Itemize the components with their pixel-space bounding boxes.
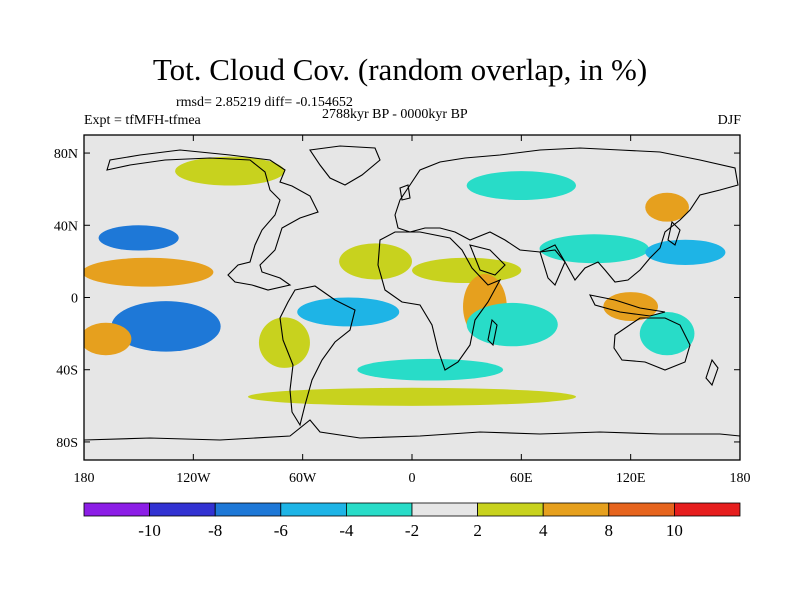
- anomaly-region-9: [466, 302, 558, 347]
- colorbar-swatch-8: [608, 502, 675, 517]
- colorbar-label-6: 4: [539, 521, 548, 540]
- anomaly-region-14: [639, 311, 695, 356]
- anomaly-region-13: [603, 292, 659, 321]
- colorbar-label-0: -10: [138, 521, 161, 540]
- x-tick-label-0: 180: [74, 471, 95, 486]
- coastline-north-america: [106, 149, 319, 291]
- anomaly-region-1: [111, 301, 221, 352]
- colorbar-label-3: -4: [339, 521, 354, 540]
- coastline-japan: [667, 220, 681, 246]
- anomaly-region-11: [645, 239, 726, 265]
- colorbar-swatch-2: [214, 502, 282, 517]
- coastline-madagascar: [487, 318, 498, 347]
- rmsd-diff-stats: rmsd= 2.85219 diff= -0.154652: [176, 95, 353, 110]
- x-tick-label-5: 120E: [616, 471, 646, 486]
- anomaly-region-7: [412, 257, 522, 284]
- colorbar-swatch-3: [280, 502, 347, 517]
- colorbar-swatch-5: [411, 502, 478, 517]
- coastlines: [84, 145, 740, 460]
- coastline-south-america: [279, 285, 356, 427]
- anomaly-region-12: [645, 192, 689, 222]
- colorbar-swatch-6: [477, 502, 544, 517]
- time-period-label: 2788kyr BP - 0000kyr BP: [322, 107, 468, 122]
- anomaly-region-18: [357, 358, 504, 381]
- season-label: DJF: [717, 113, 741, 128]
- x-tick-label-2: 60W: [289, 471, 317, 486]
- anomaly-region-15: [248, 387, 576, 406]
- x-tick-label-4: 60E: [510, 471, 533, 486]
- anomaly-region-17: [466, 171, 576, 200]
- x-tick-label-6: 180: [730, 471, 751, 486]
- anomaly-region-10: [539, 234, 649, 264]
- y-tick-label-1: 40N: [54, 219, 78, 234]
- coastline-eurasia: [394, 147, 739, 283]
- colorbar-swatch-0: [83, 502, 150, 517]
- anomaly-region-6: [339, 243, 412, 280]
- coastline-indonesia: [589, 294, 666, 317]
- colorbar-swatch-9: [674, 502, 741, 517]
- coastline-india: [539, 249, 566, 286]
- colorbar-swatch-7: [542, 502, 610, 517]
- colorbar-swatch-1: [149, 502, 216, 517]
- colorbar-label-1: -8: [208, 521, 222, 540]
- coastline-australia: [613, 317, 691, 371]
- coastline-greenland: [309, 145, 381, 186]
- anomaly-region-5: [297, 297, 400, 327]
- coastline-africa: [377, 231, 502, 371]
- y-tick-label-0: 80N: [54, 147, 78, 162]
- colorbar-label-7: 8: [605, 521, 614, 540]
- coastline-british-isles: [399, 184, 411, 201]
- colorbar: -10 -8 -6 -4 -2 2 4 8 10: [83, 502, 741, 540]
- axes: 180 120W 60W 0 60E 120E 180 80N 40N 0 40S 80S: [54, 135, 751, 486]
- colorbar-swatch-4: [345, 502, 413, 517]
- y-tick-label-2: 0: [71, 292, 78, 307]
- colorbar-label-2: -6: [274, 521, 288, 540]
- chart-title: Tot. Cloud Cov. (random overlap, in %): [152, 52, 648, 87]
- colorbar-label-4: -2: [405, 521, 419, 540]
- anomaly-region-2: [98, 225, 179, 251]
- x-tick-label-3: 0: [409, 471, 416, 486]
- coastline-arabia: [469, 244, 506, 276]
- anomaly-region-3: [84, 257, 214, 287]
- x-tick-label-1: 120W: [176, 471, 211, 486]
- colorbar-label-8: 10: [666, 521, 683, 540]
- colorbar-label-5: 2: [473, 521, 482, 540]
- experiment-label: Expt = tfMFH-tfmea: [84, 113, 201, 128]
- coastline-antarctica: [84, 419, 740, 460]
- coastline-new-zealand: [705, 358, 719, 387]
- anomaly-region-4: [84, 322, 132, 356]
- anomaly-region-16: [175, 156, 285, 186]
- y-tick-label-4: 80S: [56, 436, 78, 451]
- y-tick-label-3: 40S: [56, 364, 78, 379]
